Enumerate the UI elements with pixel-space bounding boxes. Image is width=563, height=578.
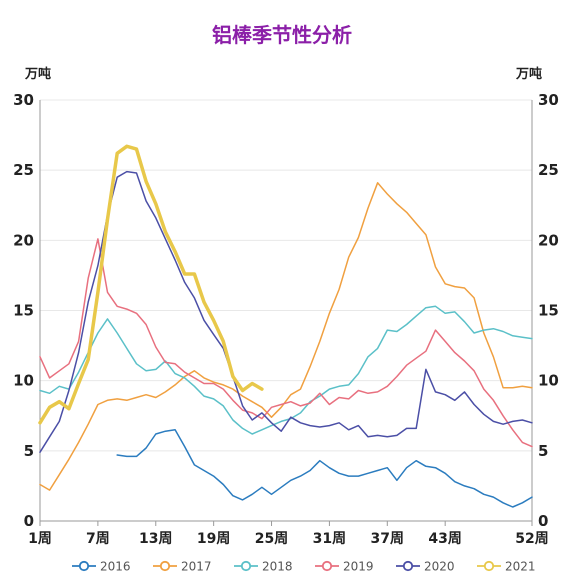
legend-label-2019: 2019 xyxy=(343,560,374,574)
series-line-2017 xyxy=(39,182,533,491)
y-tick-right-10: 10 xyxy=(538,372,559,390)
legend-label-2017: 2017 xyxy=(181,560,212,574)
series-lines xyxy=(38,144,533,508)
y-tick-left-0: 0 xyxy=(24,512,34,530)
legend-label-2018: 2018 xyxy=(262,560,293,574)
legend-label-2016: 2016 xyxy=(100,560,131,574)
series-line-2016 xyxy=(116,429,533,508)
y-tick-right-25: 25 xyxy=(538,161,559,179)
y-tick-right-15: 15 xyxy=(538,302,559,320)
right-axis-unit: 万吨 xyxy=(515,66,542,82)
series-line-2020 xyxy=(39,170,533,453)
y-tick-left-25: 25 xyxy=(13,161,34,179)
x-tick-31: 31周 xyxy=(313,531,346,547)
y-tick-left-20: 20 xyxy=(13,231,34,249)
series-line-2019 xyxy=(39,238,533,448)
legend: 2016 2017 2018 2019 2020 2021 xyxy=(72,560,536,574)
y-tick-left-5: 5 xyxy=(24,442,34,460)
series-line-2018 xyxy=(39,305,533,435)
right-y-axis: 0 5 10 15 20 25 30 xyxy=(538,91,559,530)
legend-marker-2021 xyxy=(483,560,495,572)
left-axis-unit: 万吨 xyxy=(24,66,51,82)
y-tick-right-0: 0 xyxy=(538,512,548,530)
legend-marker-2018 xyxy=(240,560,252,572)
x-axis: 1周 7周 13周 19周 25周 31周 37周 43周 52周 xyxy=(28,521,549,547)
y-tick-left-30: 30 xyxy=(13,91,34,109)
y-tick-left-10: 10 xyxy=(13,372,34,390)
y-tick-right-30: 30 xyxy=(538,91,559,109)
y-tick-left-15: 15 xyxy=(13,302,34,320)
series-line-2021 xyxy=(38,144,264,425)
chart-title: 铝棒季节性分析 xyxy=(212,23,352,47)
legend-label-2020: 2020 xyxy=(424,560,455,574)
x-tick-52: 52周 xyxy=(515,531,548,547)
x-tick-7: 7周 xyxy=(86,531,110,547)
legend-label-2021: 2021 xyxy=(505,560,536,574)
x-tick-37: 37周 xyxy=(371,531,404,547)
x-tick-25: 25周 xyxy=(255,531,288,547)
left-y-axis: 0 5 10 15 20 25 30 xyxy=(13,91,34,530)
legend-marker-2020 xyxy=(402,560,414,572)
legend-marker-2017 xyxy=(159,560,171,572)
x-tick-43: 43周 xyxy=(428,531,461,547)
x-tick-1: 1周 xyxy=(28,531,52,547)
y-tick-right-20: 20 xyxy=(538,231,559,249)
legend-marker-2016 xyxy=(78,560,90,572)
gridlines xyxy=(39,99,533,522)
y-tick-right-5: 5 xyxy=(538,442,548,460)
legend-marker-2019 xyxy=(321,560,333,572)
x-tick-19: 19周 xyxy=(197,531,230,547)
x-tick-13: 13周 xyxy=(139,531,172,547)
